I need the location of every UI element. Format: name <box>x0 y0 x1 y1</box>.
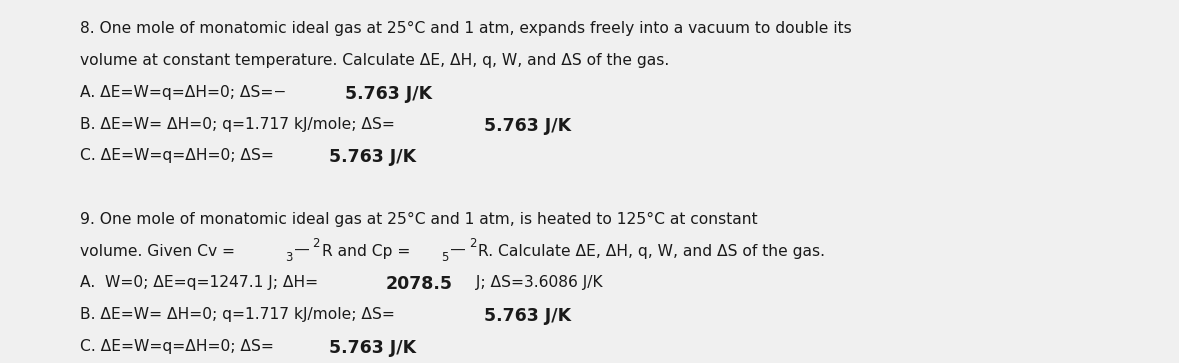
Text: A.  W=0; ΔE=q=1247.1 J; ΔH=: A. W=0; ΔE=q=1247.1 J; ΔH= <box>80 276 318 290</box>
Text: 5.763 J/K: 5.763 J/K <box>344 85 432 103</box>
Text: J; ΔS=3.6086 J/K: J; ΔS=3.6086 J/K <box>472 276 602 290</box>
Text: 8. One mole of monatomic ideal gas at 25°C and 1 atm, expands freely into a vacu: 8. One mole of monatomic ideal gas at 25… <box>80 21 852 36</box>
Text: 9. One mole of monatomic ideal gas at 25°C and 1 atm, is heated to 125°C at cons: 9. One mole of monatomic ideal gas at 25… <box>80 212 758 227</box>
Text: 5.763 J/K: 5.763 J/K <box>483 307 571 325</box>
Text: C. ΔE=W=q=ΔH=0; ΔS=: C. ΔE=W=q=ΔH=0; ΔS= <box>80 148 275 163</box>
Text: C. ΔE=W=q=ΔH=0; ΔS=: C. ΔE=W=q=ΔH=0; ΔS= <box>80 339 275 354</box>
Text: 5: 5 <box>441 250 449 264</box>
Text: R. Calculate ΔE, ΔH, q, W, and ΔS of the gas.: R. Calculate ΔE, ΔH, q, W, and ΔS of the… <box>479 244 825 258</box>
Text: 5.763 J/K: 5.763 J/K <box>329 148 416 166</box>
Text: 2: 2 <box>469 237 476 250</box>
Text: R and Cp =: R and Cp = <box>322 244 415 258</box>
Text: 2078.5: 2078.5 <box>386 276 453 293</box>
Text: volume. Given Cv =: volume. Given Cv = <box>80 244 241 258</box>
Text: 5.763 J/K: 5.763 J/K <box>483 117 571 135</box>
Text: A. ΔE=W=q=ΔH=0; ΔS=−: A. ΔE=W=q=ΔH=0; ΔS=− <box>80 85 286 100</box>
Text: ―: ― <box>450 244 465 258</box>
Text: ―: ― <box>295 244 309 258</box>
Text: B. ΔE=W= ΔH=0; q=1.717 kJ/mole; ΔS=: B. ΔE=W= ΔH=0; q=1.717 kJ/mole; ΔS= <box>80 117 395 132</box>
Text: volume at constant temperature. Calculate ΔE, ΔH, q, W, and ΔS of the gas.: volume at constant temperature. Calculat… <box>80 53 670 68</box>
Text: 2: 2 <box>312 237 320 250</box>
Text: B. ΔE=W= ΔH=0; q=1.717 kJ/mole; ΔS=: B. ΔE=W= ΔH=0; q=1.717 kJ/mole; ΔS= <box>80 307 395 322</box>
Text: 3: 3 <box>285 250 292 264</box>
Text: 5.763 J/K: 5.763 J/K <box>329 339 416 357</box>
